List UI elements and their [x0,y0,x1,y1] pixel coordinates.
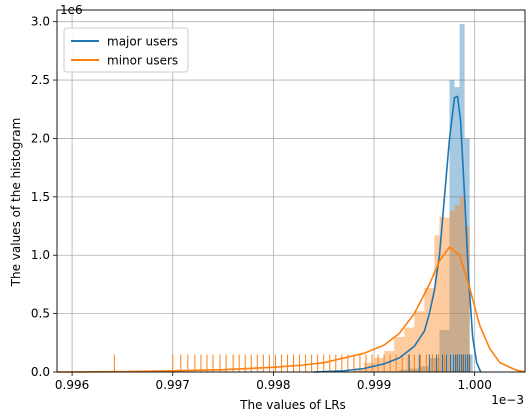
y-tick-label: 1.0 [31,248,50,262]
hist-bar-major-users [429,357,440,372]
hist-bar-major-users [454,87,460,372]
hist-bar-major-users [449,80,455,372]
hist-bar-major-users [469,354,473,372]
hist-bar-minor-users [464,226,470,372]
x-tick-label: 0.997 [156,378,190,392]
x-tick-label: 0.996 [55,378,89,392]
hist-bar-minor-users [434,235,440,372]
hist-bar-major-users [459,24,465,372]
y-tick-label: 0.5 [31,307,50,321]
kde-curve-major-users [313,95,482,373]
y-tick-label: 1.5 [31,190,50,204]
legend-label-minor-users: minor users [107,54,178,68]
y-tick-label: 3.0 [31,15,50,29]
hist-bar-minor-users [424,287,435,372]
legend: major users minor users [63,27,189,73]
x-tick-label: 0.999 [357,378,391,392]
histogram-bars [353,24,473,372]
hist-bar-minor-users [439,216,445,372]
rug-plot [113,354,471,372]
y-tick-label: 2.5 [31,73,50,87]
hist-bar-major-users [439,329,450,372]
density-curves [56,95,526,373]
y-axis-label: The values of the histogram [9,118,23,288]
hist-bar-minor-users [454,205,460,372]
hist-bar-minor-users [459,196,465,372]
legend-label-major-users: major users [107,35,178,49]
plot-frame [56,9,526,373]
hist-bar-minor-users [449,210,455,372]
x-tick-label: 1.000 [457,378,491,392]
hist-bar-minor-users [444,217,450,372]
hist-bar-minor-users [394,336,405,372]
x-offset-label: 1e−3 [491,393,524,407]
x-tick-label: 0.998 [256,378,290,392]
hist-bar-major-users [399,369,410,372]
hist-bar-minor-users [353,368,364,372]
hist-bar-major-users [419,366,430,372]
y-tick-label: 0.0 [31,365,50,379]
y-tick-label: 2.0 [31,131,50,145]
x-axis-label: The values of LRs [239,398,346,412]
kde-curve-minor-users [56,246,526,373]
axis-ticks: 0.996 0.997 0.998 0.999 1.000 0.0 0.5 1.0 1.5 2.0… [31,15,492,392]
y-offset-label: 1e6 [60,3,83,17]
hist-bar-minor-users [414,311,425,372]
